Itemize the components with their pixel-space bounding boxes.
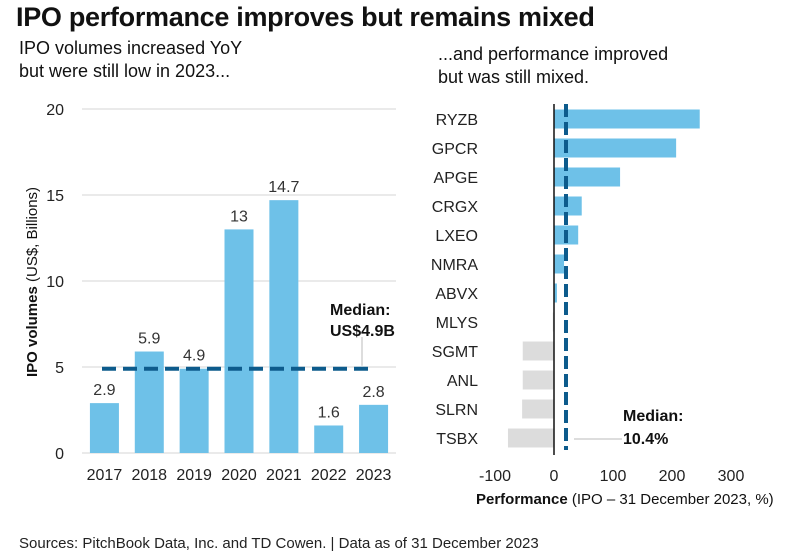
bar-TSBX xyxy=(507,428,554,448)
x-tick-label: 100 xyxy=(600,468,627,485)
x-tick-label: 2022 xyxy=(311,467,347,484)
y-tick-label: 10 xyxy=(46,274,64,291)
right-subtitle-line1: ...and performance improved xyxy=(438,44,669,64)
category-label-TSBX: TSBX xyxy=(436,431,478,448)
bar-NMRA xyxy=(554,254,565,274)
bar-2023 xyxy=(359,404,389,453)
bar-GPCR xyxy=(554,138,677,158)
y-tick-label: 15 xyxy=(46,188,64,205)
bar-ABVX xyxy=(554,283,557,303)
bar-2020 xyxy=(224,229,254,453)
data-label-2019: 4.9 xyxy=(183,348,205,365)
data-label-2020: 13 xyxy=(230,208,248,225)
chart-title: IPO performance improves but remains mix… xyxy=(16,2,595,32)
bar-RYZB xyxy=(554,109,700,129)
left-subtitle-line2: but were still low in 2023... xyxy=(19,61,231,81)
median-label-value: US$4.9B xyxy=(330,323,395,340)
y-tick-label: 0 xyxy=(55,446,64,463)
ipo-performance-chart: RYZB GPCR APGE CRGX LXEO NMRA ABVX MLYS SGMT ANL S… xyxy=(431,104,774,508)
x-tick-label: -100 xyxy=(479,468,511,485)
x-tick-label: 2018 xyxy=(131,467,167,484)
category-label-LXEO: LXEO xyxy=(435,228,478,245)
category-label-ANL: ANL xyxy=(447,373,478,390)
category-label-RYZB: RYZB xyxy=(436,112,478,129)
y-tick-label: 5 xyxy=(55,360,64,377)
x-tick-label: 2020 xyxy=(221,467,257,484)
left-chart-subtitle: IPO volumes increased YoY but were still… xyxy=(19,37,242,83)
bar-ANL xyxy=(522,370,554,390)
x-tick-label: 200 xyxy=(659,468,686,485)
y-tick-label: 20 xyxy=(46,102,64,119)
source-note: Sources: PitchBook Data, Inc. and TD Cow… xyxy=(19,535,539,552)
category-label-NMRA: NMRA xyxy=(431,257,478,274)
right-chart-subtitle: ...and performance improved but was stil… xyxy=(438,43,668,89)
x-tick-label: 2017 xyxy=(87,467,123,484)
median-label-title: Median: xyxy=(330,302,390,319)
x-tick-label: 2023 xyxy=(356,467,392,484)
bar-2019 xyxy=(179,368,209,453)
x-tick-label: 2019 xyxy=(176,467,212,484)
bar-2021 xyxy=(269,200,299,453)
data-label-2018: 5.9 xyxy=(138,331,160,348)
right-subtitle-line2: but was still mixed. xyxy=(438,67,590,87)
x-tick-label: 2021 xyxy=(266,467,302,484)
category-label-SLRN: SLRN xyxy=(435,402,478,419)
x-tick-label: 0 xyxy=(550,468,559,485)
data-label-2021: 14.7 xyxy=(268,179,299,196)
bar-SLRN xyxy=(522,399,554,419)
left-subtitle-line1: IPO volumes increased YoY xyxy=(19,38,243,58)
bar-SGMT xyxy=(522,341,554,361)
category-label-MLYS: MLYS xyxy=(436,315,478,332)
data-label-2017: 2.9 xyxy=(93,382,115,399)
bar-2022 xyxy=(314,425,344,453)
category-label-CRGX: CRGX xyxy=(432,199,479,216)
data-label-2022: 1.6 xyxy=(318,404,340,421)
ipo-volumes-chart: 0 5 10 15 20 2.9 2017 5.9 2018 4.9 2019 13 2020 14.7 2… xyxy=(24,102,396,484)
category-label-SGMT: SGMT xyxy=(432,344,478,361)
median-label-value: 10.4% xyxy=(623,431,668,448)
median-label-title: Median: xyxy=(623,408,683,425)
bar-2017 xyxy=(89,403,119,453)
category-label-ABVX: ABVX xyxy=(435,286,478,303)
x-axis-label: Performance (IPO – 31 December 2023, %) xyxy=(476,491,774,508)
data-label-2023: 2.8 xyxy=(362,384,384,401)
category-label-GPCR: GPCR xyxy=(432,141,478,158)
x-tick-label: 300 xyxy=(718,468,745,485)
category-label-APGE: APGE xyxy=(434,170,478,187)
bar-APGE xyxy=(554,167,621,187)
y-axis-label: IPO volumes (US$, Billions) xyxy=(24,187,41,377)
